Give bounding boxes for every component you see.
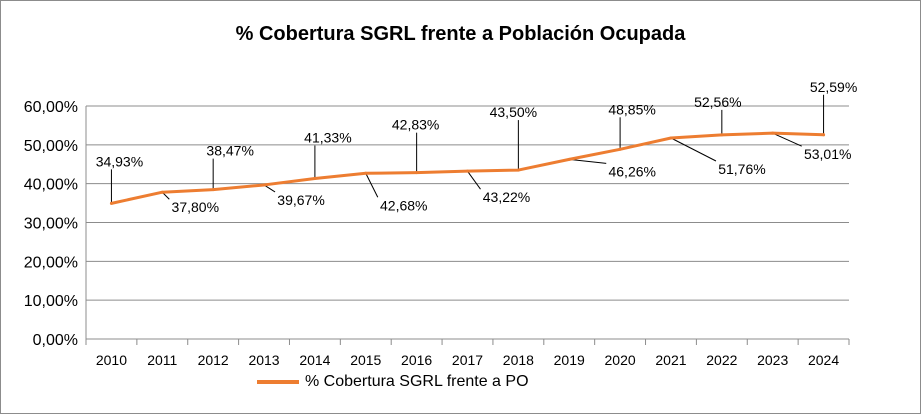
data-point — [364, 171, 368, 175]
y-tick-label: 40,00% — [24, 177, 78, 194]
x-tick-label: 2015 — [350, 352, 381, 368]
y-tick-label: 0,00% — [33, 332, 78, 349]
data-label-leader — [772, 132, 802, 147]
data-label: 34,93% — [96, 153, 143, 169]
data-label: 42,68% — [380, 197, 427, 213]
data-label: 52,59% — [810, 79, 857, 95]
data-point — [771, 131, 775, 135]
x-tick-label: 2019 — [554, 352, 585, 368]
data-point — [822, 133, 826, 137]
legend-swatch — [257, 380, 299, 384]
x-tick-label: 2020 — [605, 352, 636, 368]
x-tick-label: 2012 — [198, 352, 229, 368]
y-tick-label: 20,00% — [24, 254, 78, 271]
data-point — [516, 168, 520, 172]
data-label: 39,67% — [277, 192, 324, 208]
data-point — [415, 171, 419, 175]
x-tick-label: 2014 — [299, 352, 330, 368]
x-tick-label: 2016 — [401, 352, 432, 368]
data-label: 38,47% — [206, 143, 253, 159]
data-label-leader — [569, 158, 607, 164]
data-point — [160, 190, 164, 194]
x-tick-label: 2010 — [96, 352, 127, 368]
chart-title: % Cobertura SGRL frente a Población Ocup… — [235, 23, 686, 45]
data-point — [313, 177, 317, 181]
data-label-leader — [670, 137, 717, 162]
data-label: 48,85% — [608, 101, 655, 117]
x-tick-label: 2013 — [248, 352, 279, 368]
x-tick-label: 2023 — [757, 352, 788, 368]
data-point — [466, 169, 469, 173]
legend-label: % Cobertura SGRL frente a PO — [305, 373, 529, 390]
data-label: 37,80% — [172, 199, 219, 215]
y-tick-label: 30,00% — [24, 216, 78, 233]
data-label: 41,33% — [304, 130, 351, 146]
data-label-leader — [365, 173, 379, 198]
data-label: 43,50% — [490, 104, 537, 120]
data-label: 52,56% — [694, 94, 741, 110]
data-label: 43,22% — [483, 189, 530, 205]
data-label: 51,76% — [718, 161, 765, 177]
data-point — [211, 188, 215, 192]
legend: % Cobertura SGRL frente a PO — [257, 371, 529, 393]
data-label: 42,83% — [392, 117, 439, 133]
y-tick-label: 60,00% — [24, 99, 78, 116]
data-point — [262, 183, 266, 187]
data-point — [720, 133, 724, 137]
data-point — [109, 201, 113, 205]
data-label-leader — [467, 170, 481, 190]
x-tick-label: 2011 — [147, 352, 177, 368]
data-label: 46,26% — [608, 163, 655, 179]
y-tick-label: 50,00% — [24, 138, 78, 155]
y-tick-label: 10,00% — [24, 293, 78, 310]
data-point — [618, 147, 622, 151]
x-tick-label: 2018 — [503, 352, 534, 368]
x-tick-label: 2021 — [655, 352, 686, 368]
x-tick-label: 2017 — [452, 352, 483, 368]
data-label: 53,01% — [804, 146, 851, 162]
x-tick-label: 2024 — [808, 352, 839, 368]
data-point — [669, 136, 673, 140]
x-tick-label: 2022 — [706, 352, 737, 368]
data-point — [567, 157, 571, 161]
